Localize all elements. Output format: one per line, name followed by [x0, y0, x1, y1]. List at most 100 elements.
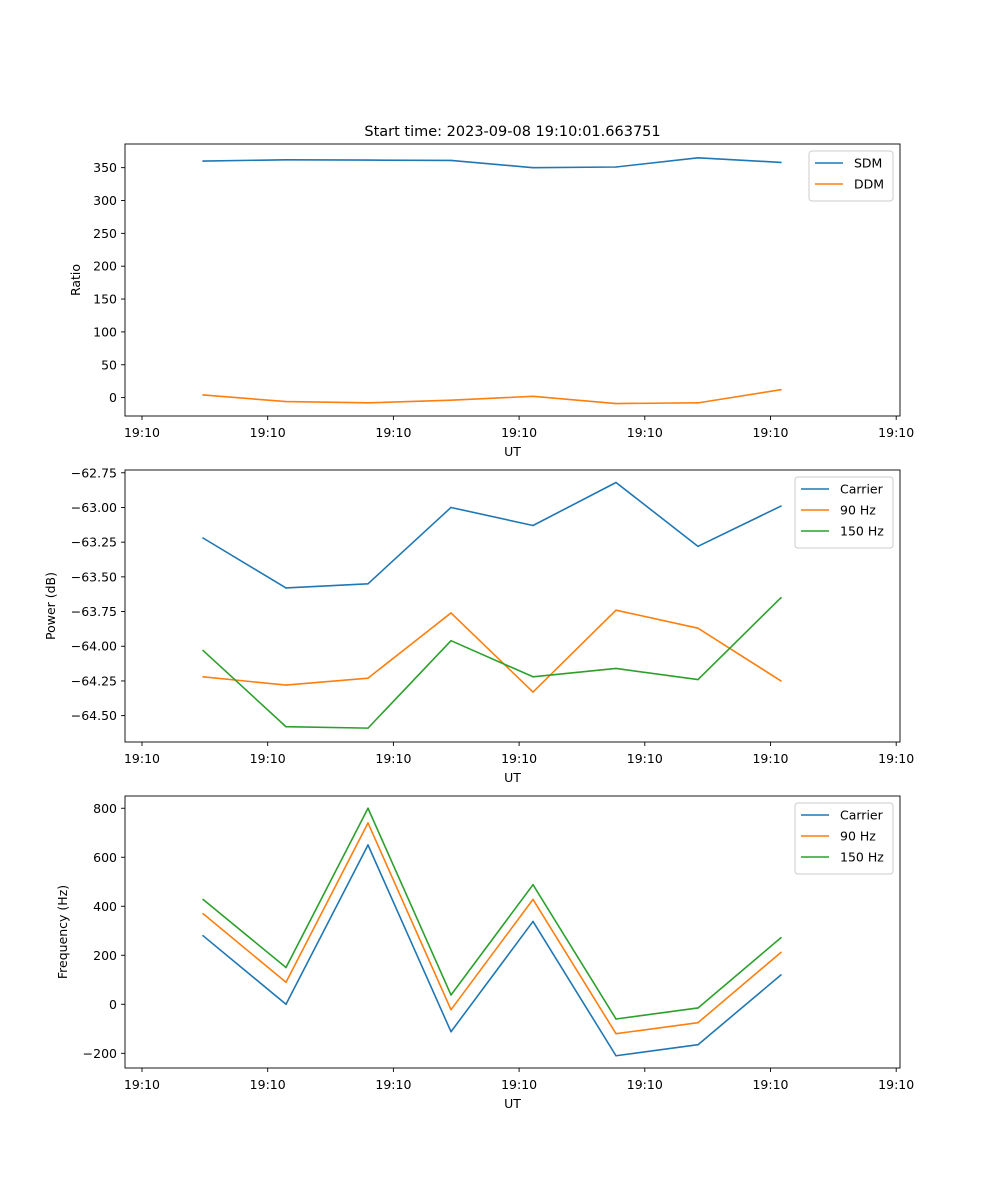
x-tick-label: 19:10	[250, 751, 286, 766]
series-line-sdm	[202, 157, 782, 169]
data-point	[697, 627, 699, 629]
y-tick-label: 50	[101, 357, 117, 372]
y-tick-label: −63.75	[71, 604, 117, 619]
legend-label: DDM	[854, 177, 884, 192]
data-point	[367, 677, 369, 679]
plot-frame	[124, 469, 901, 743]
y-tick-label: 0	[109, 390, 117, 405]
data-point	[450, 506, 452, 509]
data-point	[780, 936, 782, 939]
y-tick-label: −64.50	[71, 708, 117, 723]
x-tick-label: 19:10	[878, 751, 914, 766]
data-point	[780, 161, 782, 164]
legend-label: SDM	[854, 156, 882, 171]
series-line-carrier	[202, 844, 782, 1057]
data-point	[697, 1043, 699, 1046]
x-axis-label: UT	[504, 444, 521, 459]
x-tick-label: 19:10	[501, 751, 537, 766]
x-tick-label: 19:10	[124, 425, 160, 440]
chart-ratio: Start time: 2023-09-08 19:10:01.663751 R…	[68, 124, 914, 459]
data-point	[367, 822, 369, 824]
y-tick-label: 600	[93, 850, 117, 865]
x-tick-label: 19:10	[124, 1077, 160, 1092]
data-point	[532, 691, 534, 693]
legend-label: Carrier	[840, 482, 884, 497]
data-point	[202, 675, 204, 678]
y-tick-label: 150	[93, 292, 117, 307]
y-tick-label: −63.25	[71, 535, 117, 550]
data-point	[285, 400, 287, 403]
chart-power: Power (dB) UT 19:10 19:10 19:10 19:10 19:10 1…	[43, 465, 914, 785]
data-point	[532, 524, 534, 527]
data-point	[202, 934, 204, 937]
data-point	[450, 994, 452, 996]
data-point	[780, 505, 782, 507]
data-point	[367, 583, 369, 585]
data-point	[285, 587, 287, 589]
data-point	[202, 160, 204, 162]
data-point	[285, 966, 287, 969]
legend: Carrier 90 Hz 150 Hz	[794, 802, 894, 875]
data-point	[615, 1054, 617, 1057]
series-line-90-hz	[202, 822, 782, 1035]
y-axis-label: Power (dB)	[43, 572, 58, 640]
y-tick-label: 200	[93, 259, 117, 274]
x-tick-label: 19:10	[627, 1077, 663, 1092]
data-point	[367, 844, 369, 846]
data-point	[697, 1021, 699, 1024]
y-tick-label: −64.25	[71, 673, 117, 688]
data-point	[780, 680, 782, 682]
y-tick-label: 200	[93, 948, 117, 963]
data-point	[532, 675, 534, 678]
data-point	[450, 1008, 452, 1011]
data-point	[367, 402, 369, 404]
data-point	[367, 807, 369, 810]
y-tick-label: 250	[93, 226, 117, 241]
data-point	[697, 157, 699, 159]
data-point	[615, 667, 617, 670]
data-point	[780, 596, 782, 599]
x-tick-label: 19:10	[878, 425, 914, 440]
data-point	[285, 684, 287, 686]
series-line-150-hz	[202, 597, 782, 729]
y-axis-label: Frequency (Hz)	[55, 885, 70, 979]
y-tick-label: 350	[93, 160, 117, 175]
data-point	[450, 639, 452, 642]
y-tick-label: 300	[93, 193, 117, 208]
x-axis-label: UT	[504, 1096, 521, 1111]
x-tick-label: 19:10	[124, 751, 160, 766]
legend-label: Carrier	[840, 808, 884, 823]
data-point	[367, 727, 369, 729]
data-point	[285, 158, 287, 161]
data-point	[697, 678, 699, 681]
series-line-carrier	[202, 481, 782, 589]
x-tick-label: 19:10	[752, 1077, 788, 1092]
data-point	[615, 166, 617, 168]
x-tick-label: 19:10	[375, 751, 411, 766]
x-tick-label: 19:10	[501, 1077, 537, 1092]
data-point	[615, 609, 617, 611]
data-point	[780, 951, 782, 954]
y-tick-label: 0	[109, 997, 117, 1012]
x-tick-label: 19:10	[878, 1077, 914, 1092]
series-line-90-hz	[202, 609, 782, 693]
data-point	[202, 537, 204, 539]
y-tick-label: −63.50	[71, 569, 117, 584]
data-point	[532, 898, 534, 901]
legend: SDM DDM	[808, 150, 894, 202]
data-point	[615, 402, 617, 405]
data-point	[285, 725, 287, 728]
y-axis-label: Ratio	[68, 264, 83, 296]
y-tick-label: 100	[93, 324, 117, 339]
x-tick-label: 19:10	[375, 425, 411, 440]
data-point	[532, 166, 534, 169]
plot-frame	[124, 795, 901, 1069]
legend-label: 150 Hz	[840, 524, 884, 539]
data-point	[532, 883, 534, 886]
data-point	[780, 974, 782, 976]
data-point	[202, 649, 204, 652]
x-tick-label: 19:10	[250, 1077, 286, 1092]
data-point	[285, 981, 287, 984]
data-point	[780, 388, 782, 391]
x-tick-label: 19:10	[501, 425, 537, 440]
